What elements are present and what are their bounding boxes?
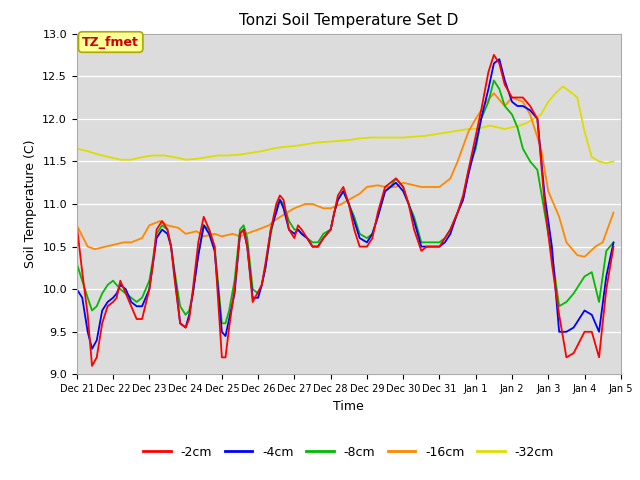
Y-axis label: Soil Temperature (C): Soil Temperature (C) — [24, 140, 36, 268]
Legend: -2cm, -4cm, -8cm, -16cm, -32cm: -2cm, -4cm, -8cm, -16cm, -32cm — [138, 441, 559, 464]
Title: Tonzi Soil Temperature Set D: Tonzi Soil Temperature Set D — [239, 13, 458, 28]
X-axis label: Time: Time — [333, 400, 364, 413]
Text: TZ_fmet: TZ_fmet — [82, 36, 139, 48]
